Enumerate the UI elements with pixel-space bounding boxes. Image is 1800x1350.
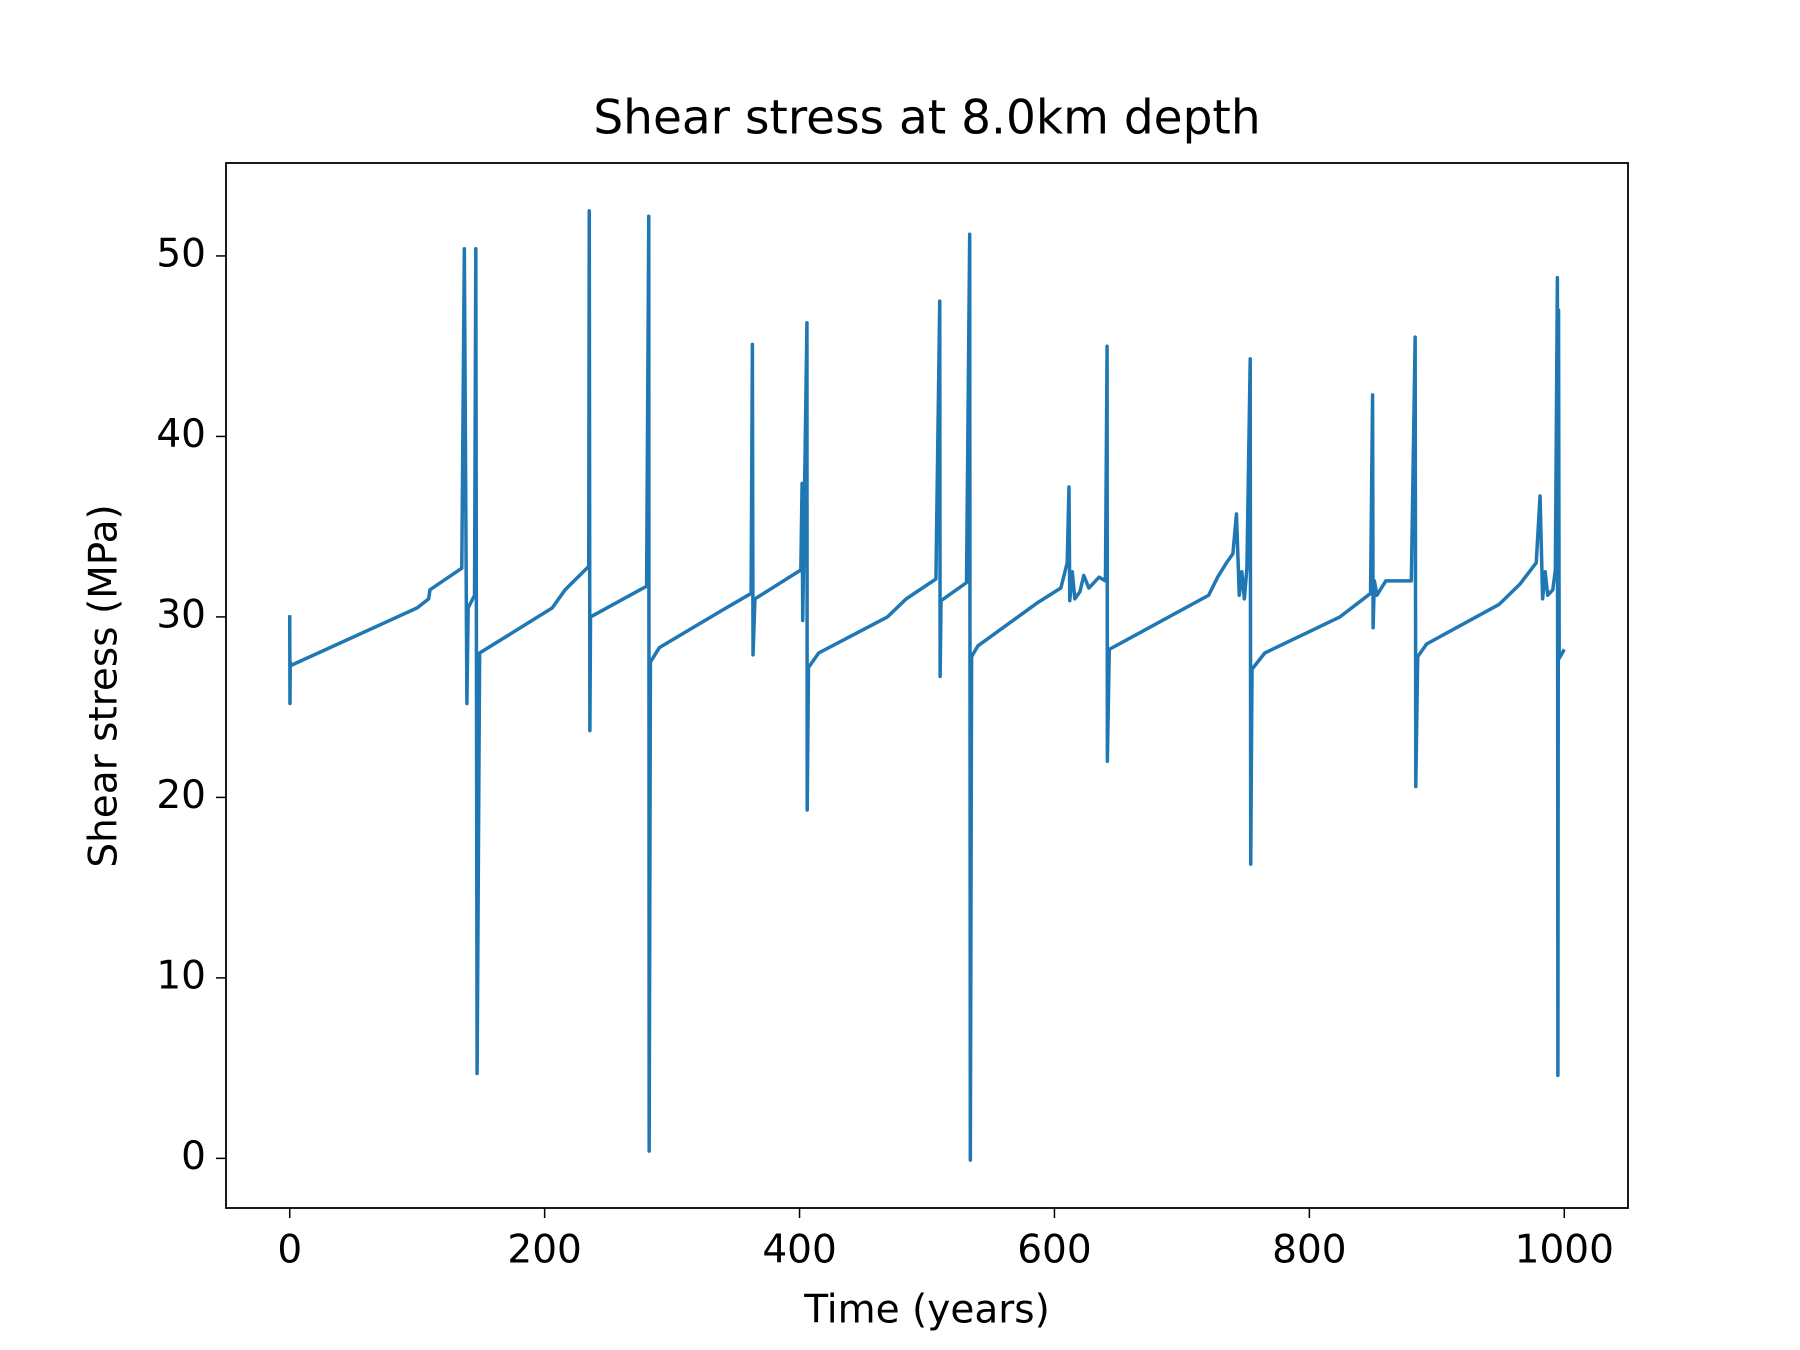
y-tick-label: 0 (181, 1134, 206, 1179)
y-tick-label: 50 (156, 231, 206, 276)
x-tick-label: 600 (1017, 1228, 1091, 1273)
x-tick-label: 200 (507, 1228, 581, 1273)
data-line (287, 209, 1566, 1162)
y-axis-label: Shear stress (MPa) (82, 504, 127, 867)
x-tick-label: 800 (1272, 1228, 1346, 1273)
x-tick-label: 1000 (1515, 1228, 1614, 1273)
x-tick-label: 0 (277, 1228, 302, 1273)
chart-title: Shear stress at 8.0km depth (593, 91, 1260, 146)
y-tick-label: 40 (156, 412, 206, 457)
y-tick-label: 10 (156, 953, 206, 998)
y-tick-label: 20 (156, 773, 206, 818)
plot-frame (225, 162, 1629, 1209)
y-tick-label: 30 (156, 592, 206, 637)
x-axis-label: Time (years) (803, 1288, 1050, 1333)
x-tick-label: 400 (762, 1228, 836, 1273)
